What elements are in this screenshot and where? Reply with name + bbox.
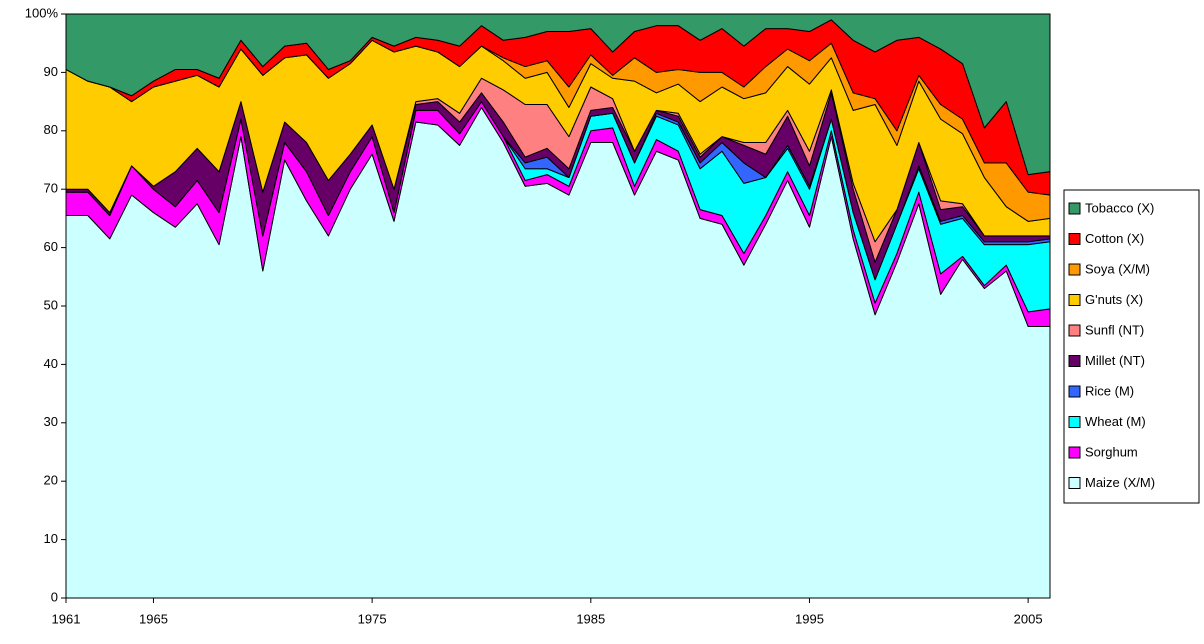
legend-label: Soya (X/M) bbox=[1085, 261, 1150, 276]
legend-label: G'nuts (X) bbox=[1085, 292, 1143, 307]
legend-swatch bbox=[1068, 446, 1081, 459]
legend-swatch bbox=[1068, 416, 1081, 428]
y-tick-label: 10 bbox=[44, 531, 58, 546]
legend-swatch bbox=[1068, 324, 1081, 337]
y-tick-label: 30 bbox=[44, 414, 58, 429]
y-tick-label: 50 bbox=[44, 297, 58, 312]
legend-label: Sorghum bbox=[1085, 444, 1138, 459]
y-tick-label: 90 bbox=[44, 64, 58, 79]
legend-swatch bbox=[1068, 385, 1081, 398]
legend-label: Wheat (M) bbox=[1085, 414, 1146, 429]
legend-swatch bbox=[1068, 294, 1081, 306]
x-tick-label: 1961 bbox=[52, 611, 81, 626]
legend-label: Sunfl (NT) bbox=[1085, 322, 1144, 337]
x-tick-label: 1995 bbox=[795, 611, 824, 626]
legend-swatch bbox=[1068, 355, 1081, 367]
x-tick-label: 1985 bbox=[576, 611, 605, 626]
y-tick-label: 100% bbox=[25, 5, 59, 20]
x-tick-label: 1965 bbox=[139, 611, 168, 626]
legend-label: Cotton (X) bbox=[1085, 231, 1144, 246]
x-tick-label: 1975 bbox=[358, 611, 387, 626]
y-tick-label: 60 bbox=[44, 239, 58, 254]
y-tick-label: 40 bbox=[44, 356, 58, 371]
legend-swatch bbox=[1068, 233, 1081, 245]
legend-label: Millet (NT) bbox=[1085, 353, 1145, 368]
legend-label: Tobacco (X) bbox=[1085, 200, 1154, 215]
legend-label: Rice (M) bbox=[1085, 383, 1134, 398]
legend-box bbox=[1063, 189, 1200, 504]
x-tick-label: 2005 bbox=[1014, 611, 1043, 626]
legend-swatch bbox=[1068, 202, 1081, 215]
y-tick-label: 70 bbox=[44, 181, 58, 196]
y-tick-label: 20 bbox=[44, 473, 58, 488]
y-tick-label: 0 bbox=[51, 589, 58, 604]
legend-swatch bbox=[1068, 477, 1081, 489]
y-tick-label: 80 bbox=[44, 122, 58, 137]
legend-label: Maize (X/M) bbox=[1085, 475, 1155, 490]
legend-swatch bbox=[1068, 263, 1081, 276]
